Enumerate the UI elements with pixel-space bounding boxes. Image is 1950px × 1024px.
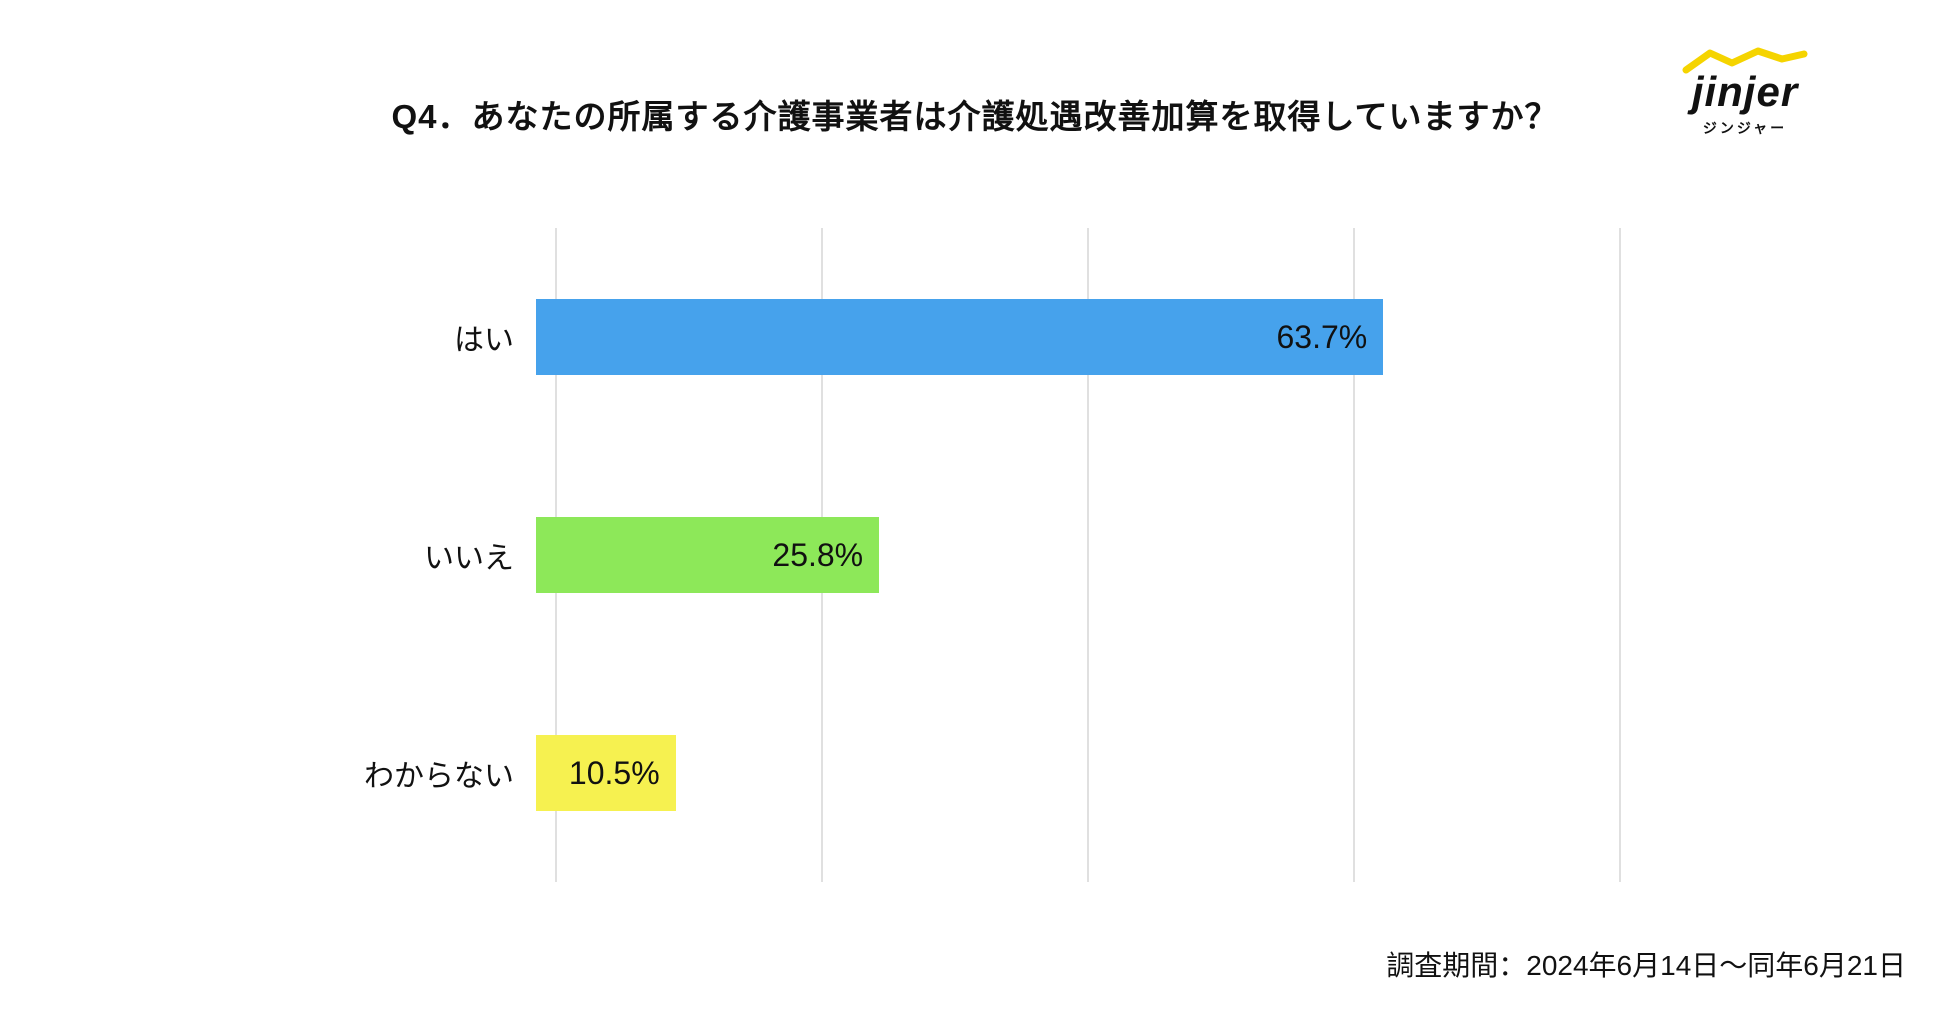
logo-wordmark: jinjer bbox=[1691, 68, 1799, 115]
bar-chart: はい 63.7% いいえ 25.8% わからない 10.5% bbox=[364, 228, 1621, 882]
category-label: いいえ bbox=[424, 542, 514, 575]
gridline bbox=[1353, 228, 1355, 882]
value-label: 10.5% bbox=[568, 754, 660, 791]
category-label: はい bbox=[454, 324, 514, 357]
bar: 10.5% bbox=[536, 735, 676, 811]
survey-period: 調査期間：2024年6月14日〜同年6月21日 bbox=[1386, 950, 1906, 981]
bar-row: はい 63.7% bbox=[0, 228, 1620, 446]
logo-katakana: ジンジャー bbox=[1702, 120, 1788, 137]
bar-track: 10.5% bbox=[536, 664, 1600, 882]
value-label: 63.7% bbox=[1276, 318, 1368, 355]
jinjer-logo: jinjer ジンジャー bbox=[1650, 46, 1840, 138]
bar-row: わからない 10.5% bbox=[0, 664, 1620, 882]
bar: 25.8% bbox=[536, 517, 880, 593]
rows: はい 63.7% いいえ 25.8% わからない 10.5% bbox=[0, 228, 1620, 882]
logo-zigzag-icon bbox=[1682, 47, 1808, 74]
bar-track: 63.7% bbox=[536, 228, 1600, 446]
chart-title: Q4．あなたの所属する介護事業者は介護処遇改善加算を取得していますか？ bbox=[391, 98, 1559, 135]
gridline bbox=[1619, 228, 1621, 882]
bar-track: 25.8% bbox=[536, 446, 1600, 664]
gridline bbox=[1087, 228, 1089, 882]
category-label: わからない bbox=[364, 760, 514, 793]
bar: 63.7% bbox=[536, 299, 1384, 375]
bar-row: いいえ 25.8% bbox=[0, 446, 1620, 664]
value-label: 25.8% bbox=[772, 536, 864, 573]
